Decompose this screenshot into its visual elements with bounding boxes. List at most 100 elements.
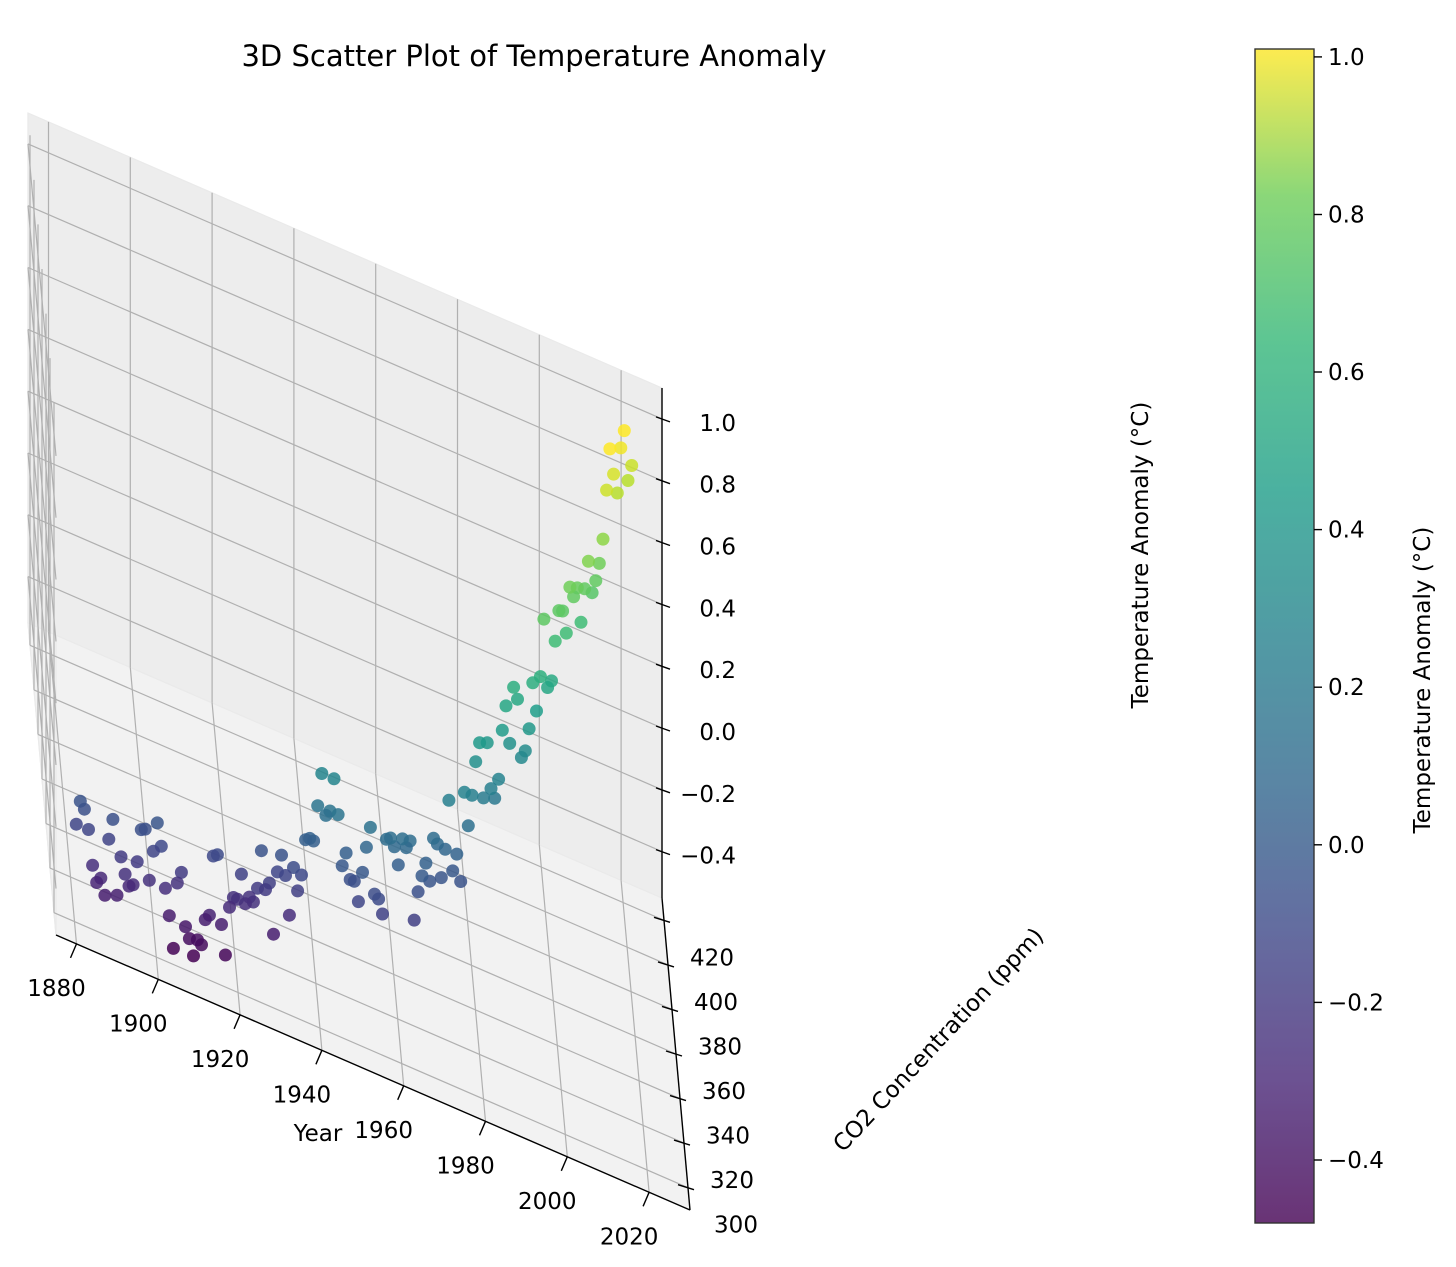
z-gridline-back (27, 266, 663, 544)
data-point (526, 676, 540, 690)
x-tick-label: 2000 (518, 1189, 577, 1215)
data-point (368, 887, 381, 901)
data-point (73, 794, 87, 808)
colorbar-label: Temperature Anomaly (°C) (1410, 527, 1436, 835)
data-point (198, 913, 212, 927)
data-point (600, 483, 614, 497)
data-point (603, 442, 617, 456)
data-point (363, 820, 377, 834)
data-point (218, 948, 232, 962)
data-point (270, 865, 284, 879)
data-point (69, 817, 83, 831)
data-point (327, 772, 341, 786)
colorbar-tick-label: 0.0 (1328, 833, 1365, 859)
z-gridline-left (27, 205, 57, 518)
data-point (537, 612, 551, 626)
data-point (625, 459, 639, 472)
z-tick-mark (655, 539, 671, 547)
data-point (610, 486, 624, 500)
x-tick-mark (397, 1085, 405, 1101)
z-gridline-left (27, 267, 57, 580)
z-gridline-back (27, 514, 663, 791)
x-tick-label: 1880 (27, 976, 86, 1002)
y-tick-label: 320 (710, 1168, 754, 1194)
data-point (134, 823, 148, 837)
data-point (477, 791, 490, 805)
z-gridline-left (27, 576, 57, 889)
x-tick-mark (151, 979, 159, 994)
y-gridline-floor (33, 689, 669, 966)
data-point (450, 847, 464, 861)
data-point (461, 819, 475, 833)
data-point (291, 884, 305, 898)
data-point (106, 812, 120, 826)
data-point (215, 918, 228, 931)
data-point (407, 913, 421, 927)
z-gridline-left (27, 391, 57, 704)
data-point (563, 580, 577, 594)
y-axis-label: CO2 Concentration (ppm) (829, 923, 1050, 1157)
data-point (454, 875, 468, 888)
y-gridline-floor (37, 733, 673, 1010)
data-point (130, 855, 144, 869)
data-point (287, 861, 300, 874)
x-tick-mark (69, 943, 78, 959)
x-tick-mark (560, 1156, 568, 1172)
data-point (415, 869, 429, 883)
y-tick-label: 400 (694, 990, 738, 1016)
colorbar (1254, 48, 1315, 1224)
data-point (351, 895, 365, 909)
y-tick-mark (677, 1184, 695, 1191)
z-gridline-back (27, 205, 663, 482)
data-point (254, 844, 268, 858)
y-gridline-floor (53, 912, 689, 1189)
chart-title: 3D Scatter Plot of Temperature Anomaly (241, 39, 826, 73)
z-tick-label: −0.2 (680, 782, 736, 808)
z-axis-label: Temperature Anomaly (°C) (1128, 402, 1154, 710)
y-tick-mark (669, 1094, 687, 1102)
x-tick-mark (478, 1121, 487, 1136)
z-gridline-left (27, 143, 57, 456)
z-tick-mark (655, 478, 671, 485)
data-point (548, 634, 562, 648)
data-point (82, 823, 95, 836)
colorbar-ticks: −0.4 −0.2 0.0 0.2 0.4 0.6 0.8 1.0 (1314, 45, 1384, 1174)
data-point (182, 932, 196, 946)
x-tick-label: 1980 (436, 1153, 495, 1179)
data-point (166, 941, 180, 955)
data-point (339, 846, 353, 860)
colorbar-tick-label: 0.6 (1328, 360, 1365, 386)
data-point (621, 474, 635, 487)
data-point (589, 574, 603, 588)
y-tick-mark (661, 1005, 679, 1013)
data-point (315, 767, 329, 780)
data-point (359, 840, 373, 854)
z-tick-label: 1.0 (699, 411, 736, 437)
data-point (267, 927, 280, 941)
x-tick-mark (642, 1192, 650, 1207)
data-point (434, 871, 448, 885)
z-tick-mark (655, 725, 671, 732)
y-gridline-floor (49, 867, 685, 1144)
y-ticks: 300 320 340 360 380 400 420 (653, 916, 758, 1239)
data-point (102, 832, 116, 846)
z-gridline-back (27, 576, 663, 853)
data-point (319, 808, 333, 822)
x-axis-label: Year (293, 1121, 343, 1147)
data-point (446, 864, 460, 878)
x-ticks: 1880 1900 1920 1940 1960 1980 2000 2020 (27, 943, 658, 1250)
z-ticks: −0.4 −0.2 0.0 0.2 0.4 0.6 0.8 1.0 (655, 411, 736, 870)
data-point (343, 873, 357, 886)
data-point (118, 867, 132, 881)
x-tick-label: 1960 (354, 1118, 413, 1144)
data-point (411, 885, 425, 899)
data-point (86, 858, 100, 872)
data-point (234, 867, 248, 881)
data-point (142, 873, 156, 887)
colorbar-tick-label: −0.2 (1328, 990, 1384, 1016)
data-point (170, 876, 184, 890)
data-point (457, 785, 471, 799)
data-point (379, 832, 393, 846)
data-point (499, 699, 513, 713)
data-point (530, 704, 543, 718)
